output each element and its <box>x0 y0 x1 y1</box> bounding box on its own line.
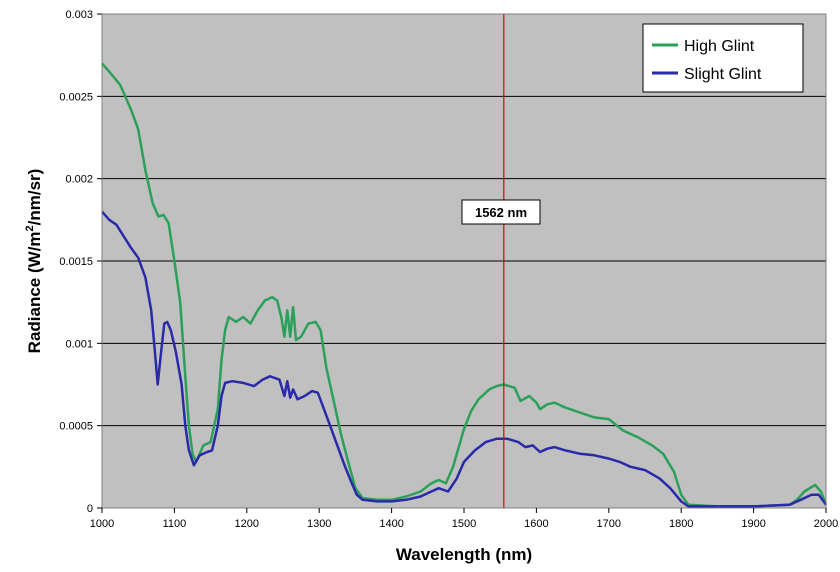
legend-label-slight-glint: Slight Glint <box>684 66 762 83</box>
x-tick-label: 1300 <box>307 518 331 530</box>
y-tick-label: 0.0025 <box>59 91 93 103</box>
y-tick-label: 0.0005 <box>59 421 93 433</box>
series-line-high-glint <box>101 62 828 508</box>
annotation-box <box>461 199 541 225</box>
x-tick-label: 1900 <box>741 518 765 530</box>
x-tick-label: 1000 <box>90 518 114 530</box>
y-tick-label: 0.003 <box>65 9 93 21</box>
legend-box <box>642 23 804 93</box>
x-tick-label: 1600 <box>524 518 548 530</box>
y-tick-label: 0.001 <box>65 338 93 350</box>
x-tick-label: 2000 <box>814 518 838 530</box>
annotation-group: 1562 nm <box>461 14 541 508</box>
x-tick-label: 1100 <box>163 518 187 530</box>
x-tick-label: 1700 <box>597 518 621 530</box>
y-axis-title-superscript: 2 <box>24 225 36 231</box>
y-tick-label: 0.002 <box>65 174 93 186</box>
y-axis-ticks: 0 0.0005 0.001 0.0015 0.002 0.0025 0.003 <box>59 9 102 515</box>
legend-label-high-glint: High Glint <box>684 38 755 55</box>
x-tick-label: 1200 <box>235 518 259 530</box>
y-tick-label: 0 <box>87 503 93 515</box>
y-tick-label: 0.0015 <box>59 256 93 268</box>
series-line-slight-glint <box>101 210 828 508</box>
y-axis-title-part-3: /nm/sr) <box>25 169 44 226</box>
x-tick-label: 1500 <box>452 518 476 530</box>
x-axis-title: Wavelength (nm) <box>396 545 532 564</box>
y-axis-title: Radiance (W/m2/nm/sr) <box>24 169 44 354</box>
x-tick-label: 1800 <box>669 518 693 530</box>
annotation-label: 1562 nm <box>475 205 527 220</box>
y-axis-title-part-1: Radiance (W/m <box>25 231 44 353</box>
series-lines <box>101 62 828 508</box>
x-axis-ticks: 1000 1100 1200 1300 1400 1500 1600 1700 1800 1900… <box>90 508 838 530</box>
legend: High Glint Slight Glint <box>642 23 804 93</box>
x-tick-label: 1400 <box>379 518 403 530</box>
